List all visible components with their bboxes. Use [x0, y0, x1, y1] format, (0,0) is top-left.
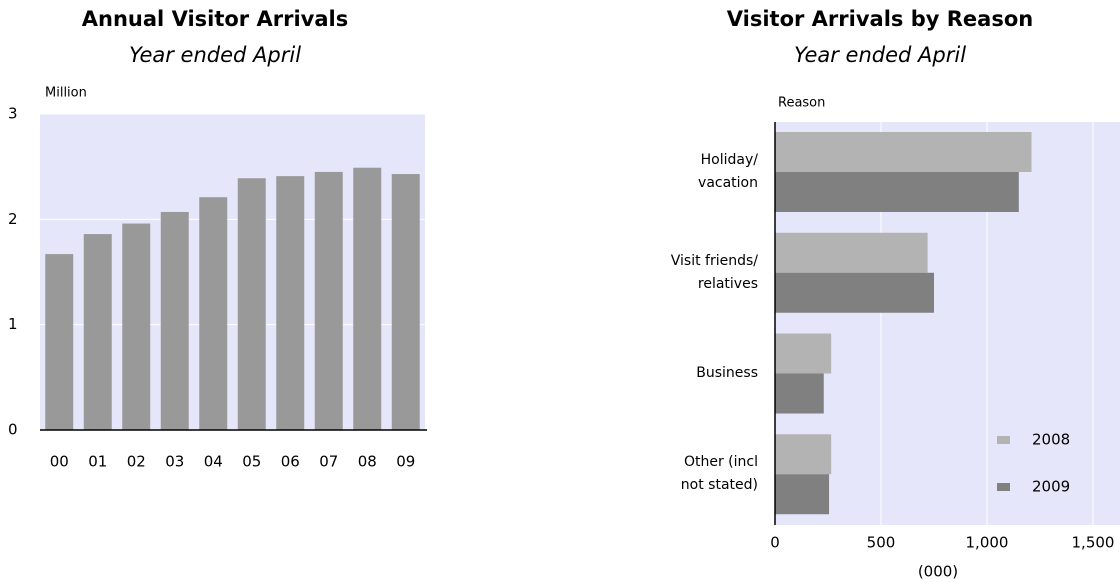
bar [237, 178, 266, 430]
chart-title: Annual Visitor Arrivals [82, 7, 348, 31]
bar [775, 474, 830, 515]
x-tick-label: 01 [88, 453, 107, 471]
y-axis-label: Reason [778, 96, 825, 111]
bar [775, 232, 928, 273]
x-tick-label: 1,000 [966, 534, 1009, 552]
bar [775, 132, 1032, 172]
chart-subtitle: Year ended April [794, 43, 966, 67]
x-tick-label: 06 [281, 453, 300, 471]
bar [45, 254, 74, 430]
bar [391, 174, 420, 430]
y-tick-label: Other (incl not stated) [680, 454, 758, 494]
bar [314, 171, 343, 430]
x-tick-label: 02 [127, 453, 146, 471]
x-tick-label: 0 [770, 534, 780, 552]
bar [122, 223, 151, 430]
legend-swatch [997, 483, 1010, 491]
bar [160, 211, 189, 430]
legend-swatch [997, 436, 1010, 444]
x-tick-label: 1,500 [1072, 534, 1115, 552]
chart-subtitle: Year ended April [129, 43, 301, 67]
bar [775, 172, 1019, 212]
chart-title: Visitor Arrivals by Reason [727, 7, 1033, 31]
bar [353, 167, 382, 430]
y-tick-label: Visit friends/ relatives [670, 252, 758, 292]
bar [199, 197, 228, 430]
y-tick-label: Business [696, 365, 758, 381]
bar [775, 333, 832, 374]
x-tick-label: 04 [204, 453, 223, 471]
x-tick-label: 05 [242, 453, 261, 471]
y-tick-label: 1 [8, 315, 18, 333]
y-tick-label: 2 [8, 210, 18, 228]
legend-label: 2009 [1032, 478, 1070, 496]
bar [775, 434, 832, 475]
x-tick-label: 500 [867, 534, 896, 552]
x-tick-label: 09 [396, 453, 415, 471]
bar [83, 234, 112, 430]
bar [276, 176, 305, 430]
x-axis-label: (000) [918, 563, 958, 581]
bar [775, 272, 934, 313]
x-tick-label: 08 [358, 453, 377, 471]
y-tick-label: Holiday/ vacation [698, 152, 758, 191]
y-axis-label: Million [45, 86, 87, 101]
x-tick-label: 03 [165, 453, 184, 471]
y-tick-label: 0 [8, 421, 18, 439]
legend-label: 2008 [1032, 431, 1070, 449]
x-tick-label: 07 [319, 453, 338, 471]
x-tick-label: 00 [50, 453, 69, 471]
bar [775, 373, 824, 414]
y-tick-label: 3 [8, 105, 18, 123]
